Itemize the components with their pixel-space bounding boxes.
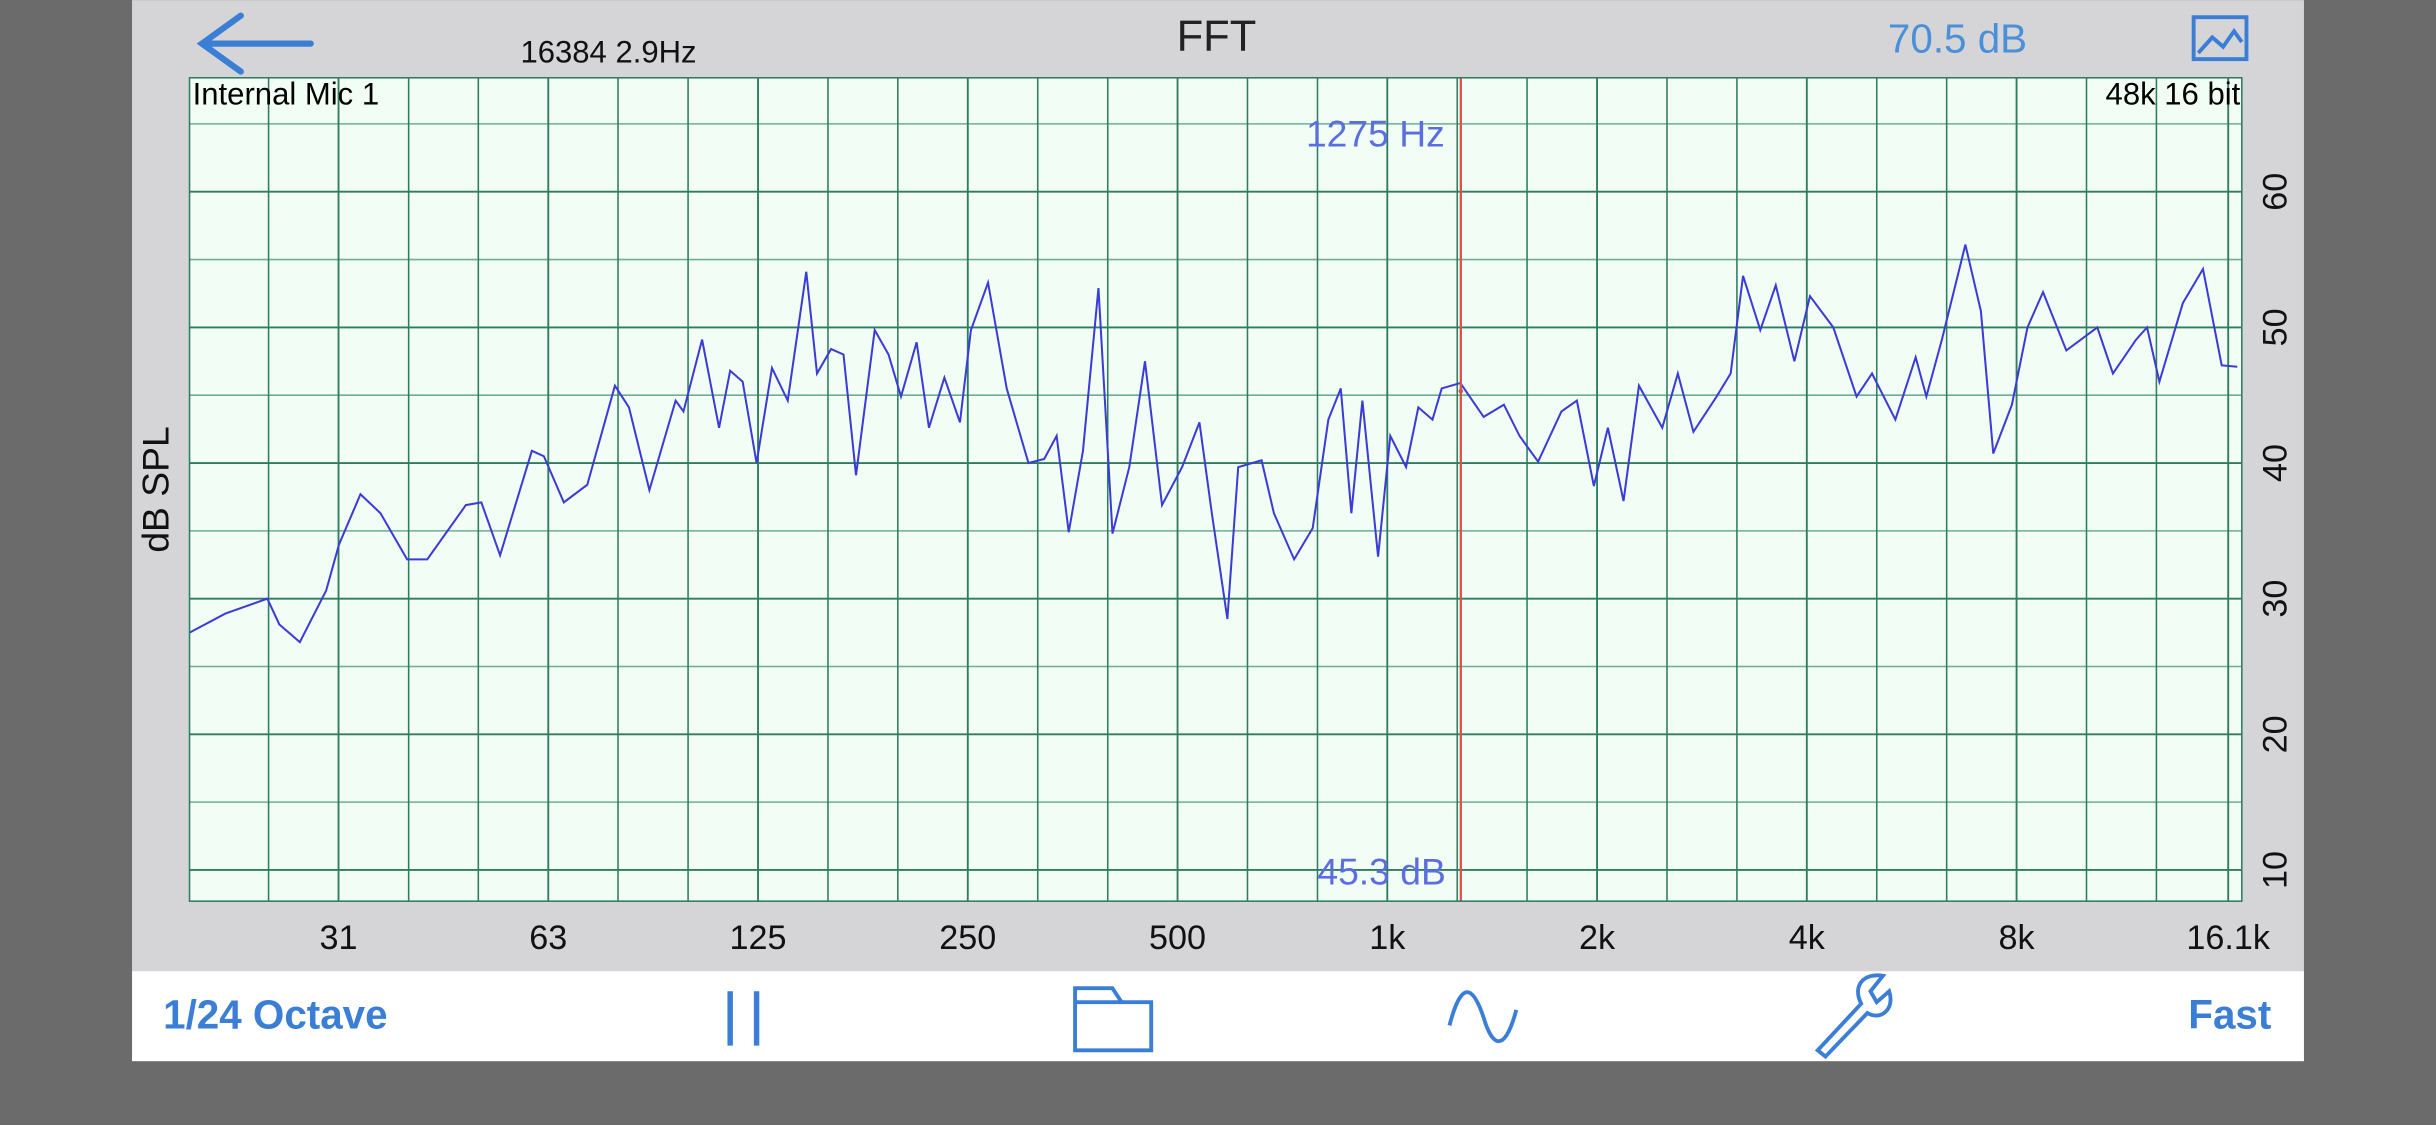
plot-area (189, 77, 2242, 902)
y-axis-label: dB SPL (134, 426, 176, 552)
resolution: 16384 2.9Hz (520, 35, 696, 70)
x-tick-label: 500 (1149, 919, 1206, 957)
x-tick-label: 4k (1789, 919, 1826, 957)
x-tick-label: 16.1k (2186, 919, 2270, 957)
y-tick-label: 50 (2257, 308, 2295, 346)
marks (189, 77, 2238, 902)
y-tick-label: 30 (2257, 580, 2295, 618)
x-tick-label: 1k (1369, 919, 1406, 957)
grid (189, 77, 2242, 902)
y-tick-label: 60 (2257, 173, 2295, 211)
signal-button[interactable] (1447, 990, 1519, 1044)
x-tick-label: 2k (1579, 919, 1616, 957)
speed-button[interactable]: Fast (2188, 991, 2271, 1037)
title: FFT (1177, 12, 1257, 60)
x-tick-label: 31 (320, 919, 358, 957)
toolbar (132, 971, 2304, 1062)
folder-button[interactable] (1073, 986, 1154, 1053)
image-button[interactable] (2191, 15, 2249, 62)
input-label: Internal Mic 1 (193, 77, 379, 112)
cursor-level: 45.3 dB (1317, 851, 1445, 893)
spectrum-line (189, 244, 2238, 644)
y-tick-label: 10 (2257, 851, 2295, 889)
format-label: 48k 16 bit (2106, 77, 2241, 112)
y-tick-label: 40 (2257, 444, 2295, 482)
plot-frame (188, 77, 2243, 902)
x-tick-label: 8k (1999, 919, 2036, 957)
back-button[interactable] (196, 12, 314, 75)
level[interactable]: 70.5 dB (1888, 16, 2027, 62)
cursor-point (1458, 388, 1464, 394)
resolution-button[interactable]: 1/24 Octave (163, 991, 387, 1037)
settings-button[interactable] (1814, 973, 1893, 1060)
x-tick-label: 63 (529, 919, 567, 957)
cursor-frequency: 1275 Hz (1306, 113, 1445, 155)
x-tick-label: 125 (730, 919, 787, 957)
pause-button[interactable] (727, 991, 760, 1046)
x-tick-label: 250 (939, 919, 996, 957)
y-tick-label: 20 (2257, 715, 2295, 753)
